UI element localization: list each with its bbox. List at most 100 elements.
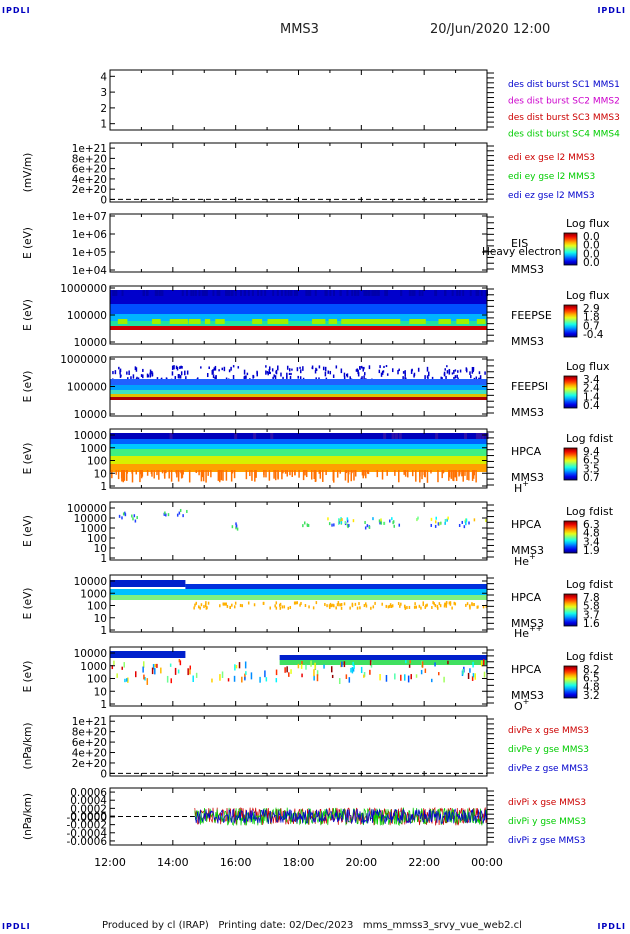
heatmap-cell bbox=[356, 368, 359, 372]
heatmap-cell bbox=[393, 524, 395, 528]
heatmap-cell bbox=[448, 601, 451, 605]
heatmap-cell bbox=[351, 666, 354, 674]
heatmap-cell bbox=[319, 470, 322, 479]
ytick-label: 2e+20 bbox=[72, 184, 107, 196]
heatmap-cell bbox=[179, 660, 182, 666]
corner-label-bottom-left: IPDLI bbox=[2, 922, 31, 931]
heatmap-cell bbox=[301, 661, 303, 665]
heatmap-cell bbox=[474, 673, 476, 680]
heatmap-cell bbox=[445, 601, 448, 605]
heatmap-cell bbox=[234, 601, 237, 605]
ytick-label: 100 bbox=[87, 601, 107, 613]
heatmap-cell bbox=[324, 290, 327, 296]
heatmap-cell bbox=[205, 470, 207, 483]
colorbar-title: Log fdist bbox=[566, 505, 614, 518]
heatmap-cell bbox=[397, 370, 399, 375]
heatmap-cell bbox=[483, 671, 486, 678]
heatmap-cell bbox=[410, 674, 412, 680]
species-name: He bbox=[514, 627, 529, 640]
heatmap-cell bbox=[473, 603, 475, 607]
heatmap-cell bbox=[243, 369, 246, 375]
panel-feeps_i-content bbox=[110, 365, 487, 400]
heatmap-cell bbox=[181, 470, 184, 478]
heatmap-cell bbox=[379, 521, 381, 525]
heatmap-cell bbox=[404, 606, 407, 610]
heatmap-cell bbox=[259, 676, 261, 683]
heatmap-cell bbox=[413, 605, 416, 609]
heatmap-cell bbox=[475, 433, 479, 439]
heatmap-cell bbox=[161, 470, 164, 474]
heatmap-cell bbox=[217, 319, 225, 324]
heatmap-cell bbox=[299, 369, 302, 374]
heatmap-cell bbox=[187, 668, 189, 676]
heatmap-cell bbox=[331, 523, 333, 527]
heatmap-cell bbox=[398, 433, 402, 439]
panel-burst: 1 2 3 4 des dist burst SC1 MMS1 des dist burs… bbox=[100, 69, 620, 140]
heatmap-cell bbox=[363, 375, 365, 380]
heatmap-cell bbox=[118, 514, 121, 518]
heatmap-cell bbox=[296, 367, 299, 372]
heatmap-cell bbox=[316, 670, 319, 676]
heatmap-cell bbox=[200, 603, 203, 607]
heatmap-cell bbox=[427, 371, 430, 377]
heatmap-cell bbox=[404, 470, 407, 477]
heatmap-cell bbox=[140, 470, 142, 475]
heatmap-cell bbox=[416, 518, 418, 522]
species-charge: + bbox=[523, 697, 530, 706]
heatmap-cell bbox=[468, 521, 470, 525]
heatmap-cell bbox=[231, 603, 233, 607]
heatmap-cell bbox=[123, 662, 125, 668]
heatmap-cell bbox=[201, 470, 204, 478]
heatmap-cell bbox=[225, 602, 227, 606]
heatmap-cell bbox=[173, 365, 175, 370]
heatmap-cell bbox=[435, 433, 439, 439]
heatmap-cell bbox=[296, 601, 299, 605]
heatmap-cell bbox=[454, 369, 457, 372]
heatmap-cell bbox=[286, 375, 288, 381]
heatmap-cell bbox=[365, 604, 368, 608]
colorbar-tick-label: 1.4 bbox=[583, 391, 600, 403]
heatmap-cell bbox=[158, 470, 160, 480]
heatmap-cell bbox=[228, 290, 231, 296]
heatmap-cell bbox=[314, 290, 317, 296]
heatmap-cell bbox=[400, 674, 402, 681]
heatmap-cell bbox=[352, 667, 355, 672]
heatmap-cell bbox=[391, 368, 394, 373]
heatmap-cell bbox=[126, 678, 128, 682]
heatmap-cell bbox=[348, 677, 351, 683]
panel-hpca_h-content bbox=[110, 433, 489, 483]
panel-frame bbox=[109, 787, 488, 846]
heatmap-cell bbox=[336, 603, 339, 607]
heatmap-cell bbox=[417, 367, 420, 372]
heatmap-cell bbox=[180, 371, 183, 376]
heatmap-cell bbox=[430, 470, 432, 474]
heatmap-cell bbox=[186, 370, 189, 375]
heatmap-cell bbox=[328, 604, 331, 608]
heatmap-cell bbox=[192, 290, 195, 296]
heatmap-cell bbox=[177, 374, 180, 379]
heatmap-cell bbox=[394, 470, 396, 476]
heatmap-cell bbox=[328, 522, 331, 526]
heatmap-cell bbox=[238, 662, 241, 669]
heatmap-cell bbox=[402, 376, 404, 381]
heatmap-cell bbox=[142, 661, 145, 668]
heatmap-cell bbox=[338, 518, 340, 522]
heatmap-cell bbox=[449, 602, 452, 606]
species-charge: + bbox=[522, 479, 529, 488]
time-tick-label: 22:00 bbox=[408, 856, 440, 869]
heatmap-cell bbox=[378, 519, 381, 523]
panel-eis: 1e+04 1e+05 1e+06 1e+07 EIS MMS3 Heavy electro… bbox=[22, 211, 610, 277]
heatmap-cell bbox=[214, 365, 217, 371]
heatmap-cell bbox=[123, 470, 125, 478]
heatmap-cell bbox=[471, 676, 474, 681]
heatmap-cell bbox=[323, 664, 325, 669]
heatmap-cell bbox=[327, 517, 329, 521]
legend-entry: des dist burst SC3 MMS3 bbox=[508, 113, 620, 123]
heatmap-cell bbox=[184, 370, 186, 376]
heatmap-cell bbox=[294, 290, 297, 296]
ytick-label: 1000000 bbox=[60, 354, 107, 366]
heatmap-cell bbox=[405, 660, 407, 664]
heatmap-cell bbox=[330, 604, 333, 608]
heatmap-cell bbox=[265, 470, 267, 478]
heatmap-cell bbox=[446, 518, 448, 522]
